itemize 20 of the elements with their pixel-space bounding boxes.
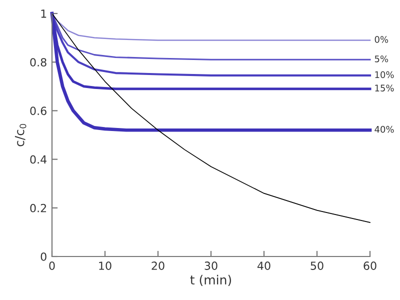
x-axis-title: t (min) (190, 274, 232, 286)
x-tick-label: 0 (49, 262, 55, 270)
y-tick-label: 1 (41, 10, 46, 18)
series-label: 0% (374, 36, 388, 43)
series-label: 15% (375, 84, 394, 92)
y-tick-label: 0.4 (30, 155, 47, 164)
x-tick-label: 40 (257, 262, 270, 270)
series-label: 5% (374, 55, 388, 62)
x-tick-label: 10 (99, 262, 112, 270)
y-tick-label: 0.2 (30, 204, 46, 212)
y-tick-label: 0.8 (30, 58, 46, 66)
series-label: 10% (375, 71, 394, 78)
x-tick-label: 20 (152, 262, 164, 270)
x-tick-label: 30 (204, 262, 218, 270)
y-tick-label: 0 (40, 252, 46, 261)
y-tick-label: 0.6 (30, 106, 46, 116)
x-tick-label: 50 (310, 262, 324, 270)
x-tick-label: 60 (364, 262, 376, 270)
series-label: 40% (374, 126, 394, 133)
y-axis-title: c/c$_{0}$ (14, 124, 26, 146)
